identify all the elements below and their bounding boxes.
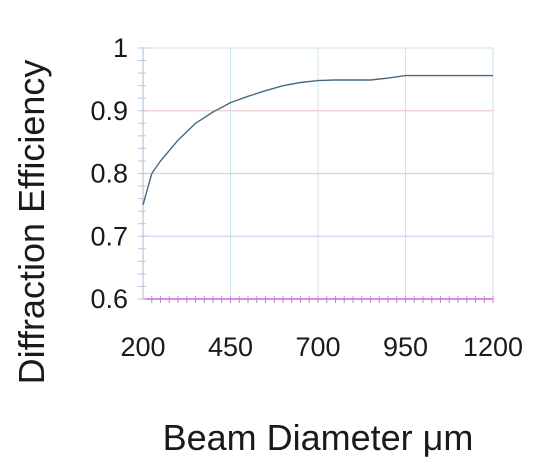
x-tick-label-700: 700 xyxy=(295,332,340,362)
x-tick-label-1200: 1200 xyxy=(463,332,523,362)
x-axis-title: Beam Diameter μm xyxy=(163,417,474,458)
y-tick-label-0-9: 0.9 xyxy=(90,96,128,126)
axes xyxy=(138,47,494,303)
x-tick-label-200: 200 xyxy=(120,332,165,362)
x-tick-label-450: 450 xyxy=(208,332,253,362)
series-line-1 xyxy=(142,74,493,206)
y-tick-labels: 0.6 0.7 0.8 0.9 1 xyxy=(90,33,128,314)
y-tick-label-0-7: 0.7 xyxy=(90,221,128,251)
x-tick-labels: 200 450 700 950 1200 xyxy=(120,332,523,362)
y-axis-title: Diffraction Efficiency xyxy=(11,60,52,385)
x-tick-label-950: 950 xyxy=(383,332,428,362)
series-layer xyxy=(142,74,493,206)
y-tick-label-0-8: 0.8 xyxy=(90,159,128,189)
y-tick-label-0-6: 0.6 xyxy=(90,284,128,314)
y-tick-label-1: 1 xyxy=(113,33,128,63)
